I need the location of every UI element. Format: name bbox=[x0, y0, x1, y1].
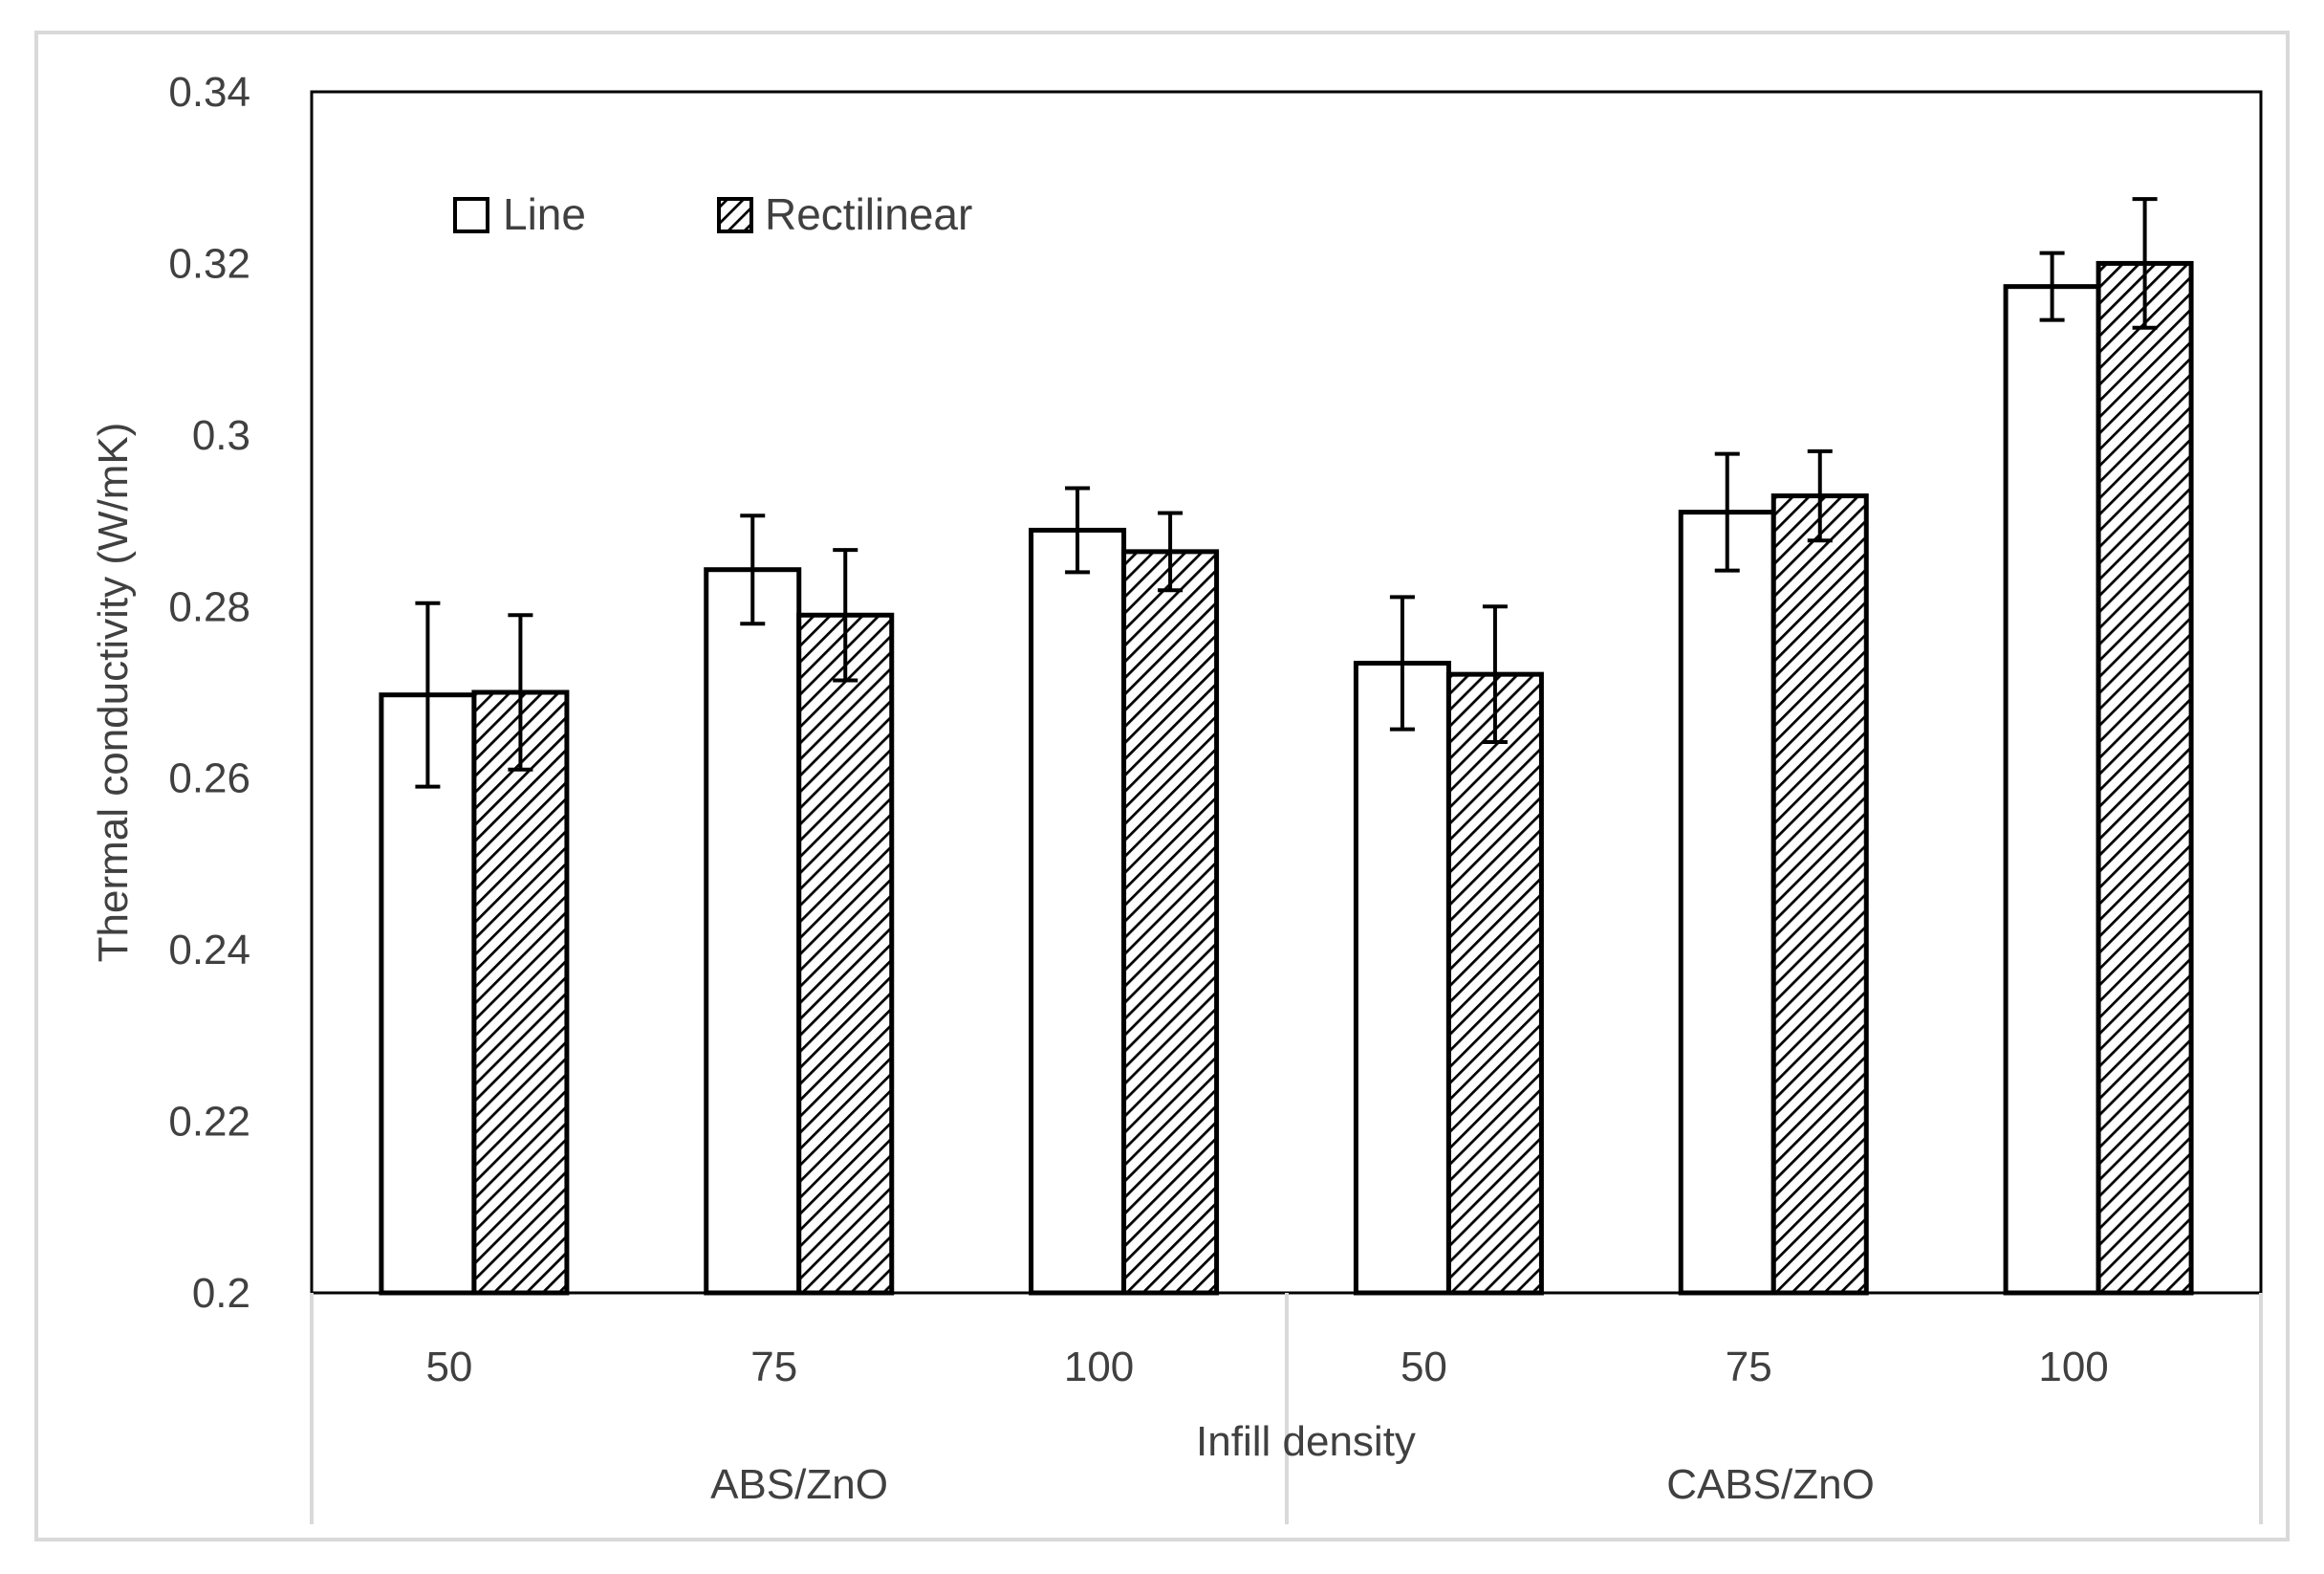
bar-rectilinear-3 bbox=[1121, 549, 1220, 1296]
y-tick-label: 0.3 bbox=[192, 412, 250, 459]
legend: Line Rectilinear bbox=[453, 189, 972, 239]
bar-line-4 bbox=[1353, 660, 1451, 1296]
x-category-label: 50 bbox=[1401, 1344, 1447, 1390]
y-tick-label: 0.34 bbox=[168, 69, 250, 116]
bar-rectilinear-2 bbox=[796, 612, 895, 1296]
y-tick-label: 0.28 bbox=[168, 583, 250, 630]
x-axis-group-labels: ABS/ZnO CABS/ZnO bbox=[710, 1461, 1875, 1508]
x-axis-title: Infill density bbox=[1196, 1418, 1416, 1465]
outer-frame bbox=[34, 31, 2290, 1541]
x-category-label: 75 bbox=[750, 1344, 797, 1390]
bar-line-5 bbox=[1678, 510, 1776, 1296]
y-tick-label: 0.2 bbox=[192, 1270, 250, 1317]
x-axis-category-labels: 50 75 100 50 75 100 bbox=[425, 1344, 2108, 1390]
legend-swatch-rectilinear bbox=[717, 197, 753, 233]
bar-rectilinear-1 bbox=[471, 689, 570, 1296]
bar-line-2 bbox=[704, 567, 802, 1296]
error-bars bbox=[415, 197, 2158, 789]
bar-rectilinear-4 bbox=[1445, 671, 1544, 1296]
x-category-label: 100 bbox=[1064, 1344, 1134, 1390]
x-category-label: 100 bbox=[2038, 1344, 2108, 1390]
y-tick-label: 0.24 bbox=[168, 927, 250, 973]
x-group-label: CABS/ZnO bbox=[1666, 1461, 1875, 1508]
bars bbox=[379, 260, 2194, 1296]
y-axis-title: Thermal conductivity (W/mK) bbox=[90, 423, 137, 963]
legend-swatch-line bbox=[453, 197, 489, 233]
x-category-label: 50 bbox=[425, 1344, 472, 1390]
x-group-label: ABS/ZnO bbox=[710, 1461, 888, 1508]
legend-label-rectilinear: Rectilinear bbox=[765, 189, 972, 239]
bar-line-6 bbox=[2003, 284, 2101, 1296]
y-tick-label: 0.32 bbox=[168, 240, 250, 287]
plot-area-border bbox=[310, 90, 2263, 1295]
y-tick-label: 0.22 bbox=[168, 1099, 250, 1146]
bar-line-3 bbox=[1029, 527, 1127, 1296]
bar-rectilinear-5 bbox=[1770, 493, 1869, 1296]
y-tick-label: 0.26 bbox=[168, 755, 250, 802]
y-axis-ticks: 0.2 0.22 0.24 0.26 0.28 0.3 0.32 0.34 bbox=[168, 69, 250, 1317]
legend-label-line: Line bbox=[503, 189, 586, 239]
bar-line-1 bbox=[379, 692, 477, 1296]
x-category-label: 75 bbox=[1726, 1344, 1772, 1390]
bar-rectilinear-6 bbox=[2096, 260, 2194, 1296]
